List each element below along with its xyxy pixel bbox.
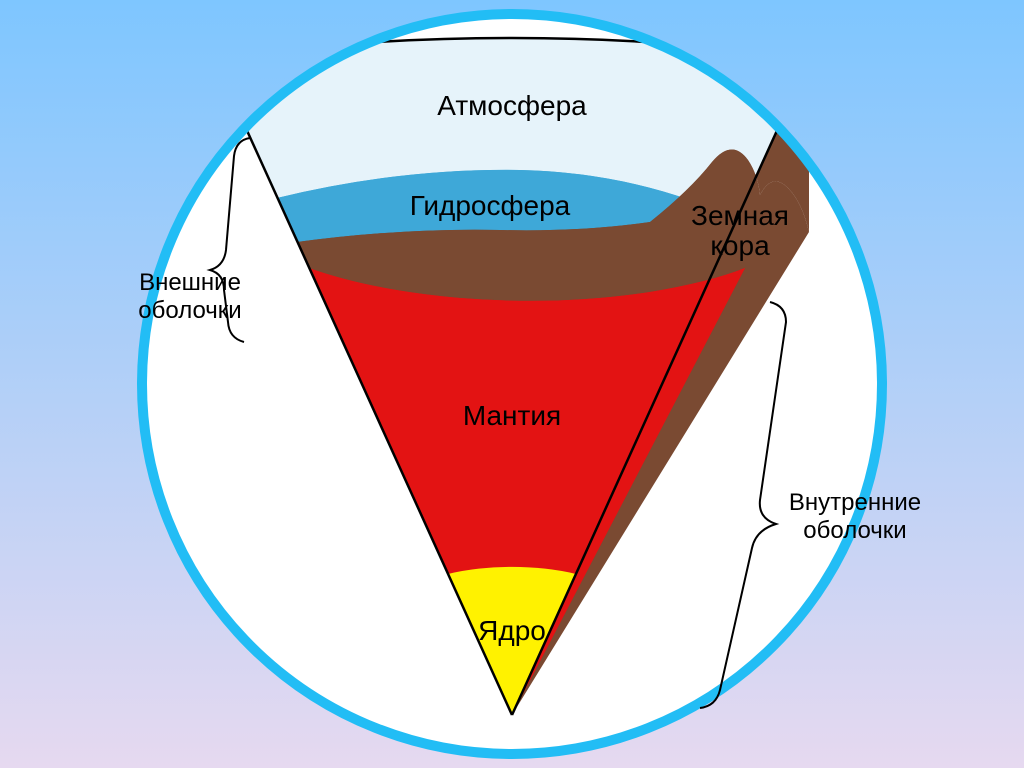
hydrosphere-label: Гидросфера (410, 190, 571, 221)
inner-shells-label-2: оболочки (803, 517, 906, 544)
crust-label-2: кора (710, 230, 770, 261)
core-label: Ядро (478, 615, 546, 646)
crust-label-1: Земная (691, 200, 789, 231)
diagram-container: Атмосфера Гидросфера Земная кора Мантия … (0, 0, 1024, 768)
outer-shells-label-2: оболочки (138, 297, 241, 324)
earth-layers-diagram: Атмосфера Гидросфера Земная кора Мантия … (0, 0, 1024, 768)
mantle-label: Мантия (463, 400, 561, 431)
inner-shells-label-1: Внутренние (789, 489, 921, 516)
atmosphere-label: Атмосфера (437, 90, 587, 121)
outer-shells-label-1: Внешние (139, 269, 241, 296)
